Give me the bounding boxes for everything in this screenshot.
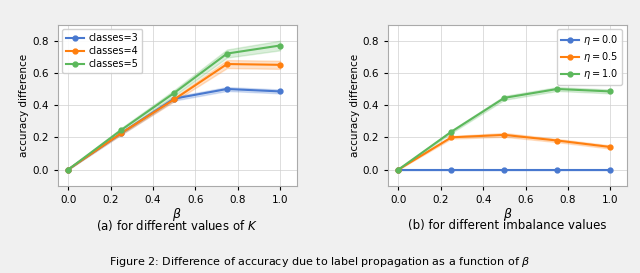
Line: classes=3: classes=3 [66,87,282,172]
X-axis label: $\beta$: $\beta$ [503,206,513,223]
$\eta=1.0$ [500,96,508,99]
classes=3 [117,132,125,135]
classes=5 [223,52,231,55]
Line: classes=5: classes=5 [66,43,282,172]
classes=3 [65,168,72,171]
classes=3 [276,90,284,93]
$\eta=0.0$ [395,168,403,171]
Line: classes=4: classes=4 [66,62,282,172]
$\eta=0.5$ [395,168,403,171]
$\eta=1.0$ [607,90,614,93]
Legend: classes=3, classes=4, classes=5: classes=3, classes=4, classes=5 [63,29,143,73]
Line: $\eta=0.0$: $\eta=0.0$ [396,167,612,172]
classes=5 [117,128,125,132]
X-axis label: $\beta$: $\beta$ [172,206,182,223]
classes=4 [223,63,231,66]
$\eta=1.0$ [554,87,561,91]
classes=4 [170,98,178,101]
Text: Figure 2: Difference of accuracy due to label propagation as a function of $\bet: Figure 2: Difference of accuracy due to … [109,255,531,269]
$\eta=0.5$ [554,139,561,142]
classes=5 [65,168,72,171]
classes=4 [276,63,284,66]
Legend: $\eta=0.0$, $\eta=0.5$, $\eta=1.0$: $\eta=0.0$, $\eta=0.5$, $\eta=1.0$ [557,29,622,85]
Text: (b) for different imbalance values: (b) for different imbalance values [408,219,607,232]
classes=3 [170,97,178,100]
classes=3 [223,87,231,91]
classes=5 [276,44,284,47]
classes=4 [117,132,125,135]
$\eta=1.0$ [395,168,403,171]
classes=5 [170,91,178,95]
$\eta=1.0$ [447,130,455,133]
$\eta=0.0$ [447,168,455,171]
$\eta=0.5$ [500,133,508,136]
Line: $\eta=0.5$: $\eta=0.5$ [396,132,612,172]
$\eta=0.0$ [500,168,508,171]
Line: $\eta=1.0$: $\eta=1.0$ [396,87,612,172]
classes=4 [65,168,72,171]
Text: (a) for different values of $K$: (a) for different values of $K$ [97,218,258,233]
$\eta=0.0$ [607,168,614,171]
Y-axis label: accuracy difference: accuracy difference [349,54,360,157]
$\eta=0.5$ [447,136,455,139]
$\eta=0.5$ [607,145,614,149]
$\eta=0.0$ [554,168,561,171]
Y-axis label: accuracy difference: accuracy difference [19,54,29,157]
